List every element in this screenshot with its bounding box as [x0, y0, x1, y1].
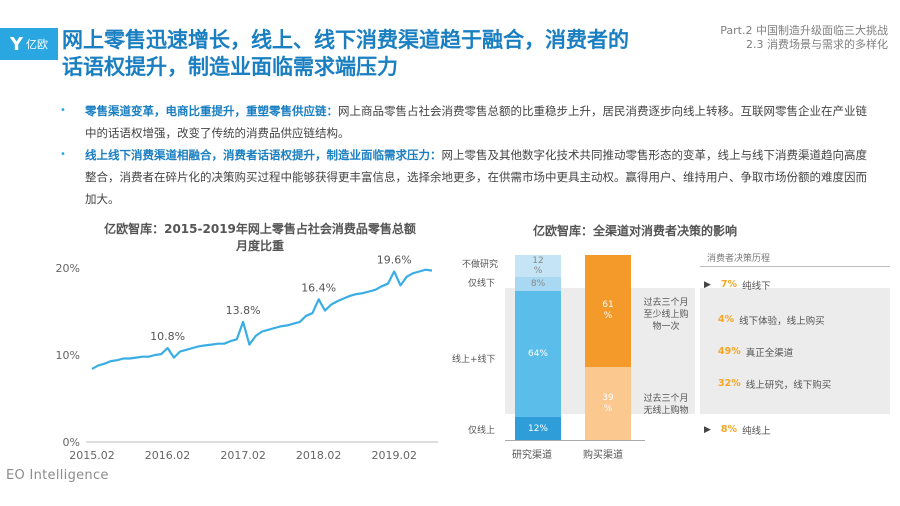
- bar-axis: [505, 440, 645, 441]
- bar-buy-offline: 39 %: [585, 367, 631, 440]
- x-label-buy: 购买渠道: [583, 450, 623, 461]
- line-chart-title: 亿欧智库：2015-2019年网上零售占社会消费品零售总额 月度比重: [80, 221, 440, 255]
- data-label: 19.6%: [377, 253, 412, 266]
- bar-offline-only: 8%: [515, 277, 561, 291]
- label-offline-only: 仅线下: [468, 279, 496, 289]
- decision-row: ▶ 8% 纯线上: [700, 412, 890, 447]
- bullet-item-1: • 零售渠道变革，电商比重提升，重塑零售供应链：网上商品零售占社会消费零售总额的…: [60, 100, 870, 144]
- line-chart-title-2: 月度比重: [235, 239, 284, 253]
- decision-pct: 32%: [718, 378, 741, 389]
- data-label: 13.8%: [226, 304, 261, 317]
- decision-label: 线上研究，线下购买: [745, 379, 832, 391]
- x-tick-label: 2018.02: [296, 449, 342, 462]
- section-label: Part.2 中国制造升级面临三大挑战 2.3 消费场景与需求的多样化: [720, 24, 888, 52]
- x-tick-label: 2017.02: [220, 449, 266, 462]
- data-label: 10.8%: [150, 330, 185, 343]
- title-line-2: 话语权提升，制造业面临需求端压力: [62, 55, 398, 79]
- bullet-highlight: 零售渠道变革，电商比重提升，重塑零售供应链：: [85, 104, 338, 118]
- bullet-dot-icon: •: [60, 149, 66, 160]
- bar-buy-online: 61 %: [585, 255, 631, 367]
- data-label: 16.4%: [301, 281, 336, 294]
- title-line-1: 网上零售迅速增长，线上、线下消费渠道趋于融合，消费者的: [62, 28, 629, 52]
- decision-label: 纯线上: [742, 425, 771, 437]
- decision-row: 32% 线上研究，线下购买: [700, 366, 890, 401]
- x-label-research: 研究渠道: [512, 450, 552, 461]
- decision-row: 4% 线下体验，线上购买: [700, 302, 890, 337]
- logo-icon: Y: [9, 33, 24, 55]
- decision-pct: 49%: [718, 346, 741, 357]
- decision-label: 真正全渠道: [745, 347, 794, 359]
- decision-divider: [700, 266, 890, 267]
- bullet-list: • 零售渠道变革，电商比重提升，重塑零售供应链：网上商品零售占社会消费零售总额的…: [60, 100, 870, 210]
- x-tick-label: 2016.02: [145, 449, 191, 462]
- line-chart: 20% 10% 0%2015.02 2016.02 2017.02 2018.02 2019…: [56, 253, 438, 462]
- bullet-item-2: • 线上线下消费渠道相融合，消费者话语权提升，制造业面临需求压力：网上零售及其他…: [60, 144, 870, 210]
- bullet-dot-icon: •: [60, 105, 66, 116]
- pct-both: 64%: [527, 349, 548, 359]
- decision-label: 纯线下: [742, 280, 771, 292]
- y-tick-label: 20%: [56, 262, 80, 275]
- pct-offline-only: 8%: [530, 279, 546, 289]
- part-line-1: Part.2 中国制造升级面临三大挑战: [720, 24, 888, 37]
- line-chart-title-1: 亿欧智库：2015-2019年网上零售占社会消费品零售总额: [104, 222, 416, 236]
- pct-buy-online: 61 %: [602, 300, 614, 321]
- pct-no-research: 12 %: [532, 256, 544, 276]
- x-tick-label: 2015.02: [69, 449, 115, 462]
- decision-pct: 4%: [718, 314, 735, 325]
- omni-chart-title: 亿欧智库：全渠道对消费者决策的影响: [533, 224, 738, 238]
- bar-online-only: 12%: [515, 417, 561, 440]
- label-no-research: 不做研究: [462, 260, 499, 270]
- bar-no-research: 12 %: [515, 255, 561, 277]
- label-both: 线上+线下: [452, 355, 496, 365]
- pct-buy-offline: 39 %: [602, 392, 614, 414]
- decision-header: 消费者决策历程: [707, 254, 771, 264]
- label-buy-online: 过去三个月 至少线上购 物一次: [643, 298, 689, 332]
- triangle-right-icon: ▶: [704, 279, 711, 290]
- triangle-right-icon: ▶: [704, 424, 711, 435]
- label-online-only: 仅线上: [468, 426, 496, 436]
- decision-pct: 8%: [720, 424, 738, 435]
- page-title: 网上零售迅速增长，线上、线下消费渠道趋于融合，消费者的 话语权提升，制造业面临需…: [62, 27, 702, 81]
- decision-pct: 7%: [720, 279, 738, 290]
- x-tick-label: 2019.02: [371, 449, 417, 462]
- bullet-text: 网上零售及其他数字化技术共同推动零售形态的变革，线上与线下消费渠道趋向高度整合，…: [85, 148, 867, 206]
- decision-row: ▶ 7% 纯线下: [700, 267, 890, 302]
- pct-online-only: 12%: [527, 423, 548, 434]
- decision-label: 线下体验，线上购买: [739, 315, 825, 327]
- bullet-highlight: 线上线下消费渠道相融合，消费者话语权提升，制造业面临需求压力：: [85, 148, 442, 162]
- decision-highlight-band: [700, 288, 890, 414]
- label-buy-offline: 过去三个月 无线上购物: [643, 394, 689, 416]
- bar-both: 64%: [515, 291, 561, 417]
- y-tick-label: 0%: [63, 436, 80, 449]
- bullet-text: 网上商品零售占社会消费零售总额的比重稳步上升，居民消费逐步向线上转移。互联网零售…: [85, 104, 867, 140]
- decision-row: 49% 真正全渠道: [700, 334, 890, 369]
- logo-text: 亿欧: [26, 38, 49, 51]
- logo-badge: Y 亿欧: [0, 28, 58, 60]
- y-tick-label: 10%: [56, 349, 80, 362]
- footer-logo: EO Intelligence: [6, 468, 109, 483]
- part-line-2: 2.3 消费场景与需求的多样化: [746, 38, 888, 51]
- series-line: [91, 268, 433, 370]
